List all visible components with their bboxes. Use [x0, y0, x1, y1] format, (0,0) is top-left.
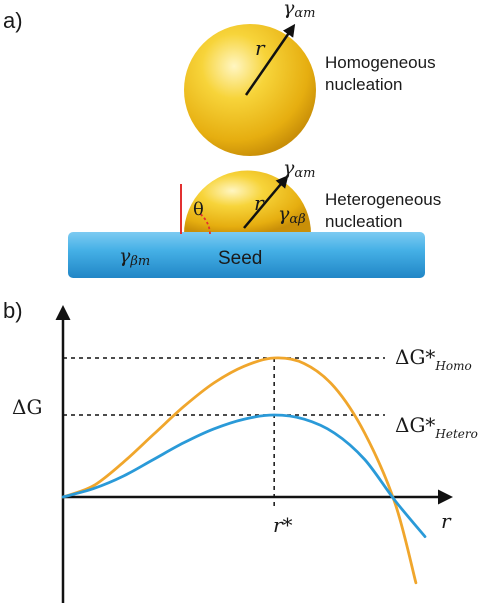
- homo-curve: [61, 356, 418, 585]
- heterogeneous-gamma-am: γαm: [283, 157, 315, 181]
- heterogeneous-gamma-ab: γαβ: [278, 203, 306, 227]
- energy-chart: ΔG r r* ΔG*Homo ΔG*Hetero: [12, 305, 478, 603]
- homogeneous-radius-label: r: [255, 36, 266, 60]
- heterogeneous-gamma-am-symbol: γ: [283, 157, 295, 179]
- heterogeneous-gamma-am-sub: αm: [294, 166, 315, 181]
- homo-peak-label-main: ΔG*: [395, 345, 435, 369]
- seed-gamma-symbol: γ: [119, 245, 131, 267]
- heterogeneous-caption-line2: nucleation: [325, 212, 403, 231]
- hetero-peak-label-main: ΔG*: [395, 413, 435, 437]
- seed-label: Seed: [218, 248, 262, 269]
- heterogeneous-gamma-ab-sub: αβ: [289, 212, 305, 227]
- seed-substrate: [68, 232, 425, 278]
- heterogeneous-radius-label: r: [254, 191, 265, 215]
- panel-b-label: b): [3, 298, 23, 323]
- heterogeneous-radius-arrow: [243, 175, 289, 229]
- homo-peak-label: ΔG*Homo: [395, 345, 472, 373]
- homogeneous-nucleus: r γαm Homogeneous nucleation: [184, 0, 436, 156]
- heterogeneous-caption-line1: Heterogeneous: [325, 190, 441, 209]
- hetero-peak-label-sub: Hetero: [434, 427, 477, 441]
- panel-a-label: a): [3, 8, 23, 33]
- seed-gamma-sub: βm: [129, 254, 150, 269]
- heterogeneous-gamma-ab-symbol: γ: [278, 203, 290, 225]
- hetero-peak-label: ΔG*Hetero: [395, 413, 478, 441]
- x-axis-label: r: [441, 509, 452, 533]
- homo-peak-label-sub: Homo: [434, 359, 471, 373]
- homogeneous-radius-arrow: [244, 23, 296, 96]
- homogeneous-caption-line2: nucleation: [325, 75, 403, 94]
- heterogeneous-nucleus: θ r γαm γαβ γβm Seed Heterogeneous nucle…: [68, 157, 441, 278]
- seed-gamma: γβm: [119, 245, 150, 269]
- r-star-label: r*: [273, 513, 293, 537]
- contact-angle-arc: [198, 212, 211, 235]
- y-axis-label: ΔG: [12, 395, 42, 419]
- homogeneous-gamma: γαm: [283, 0, 315, 21]
- homogeneous-caption-line1: Homogeneous: [325, 53, 436, 72]
- contact-angle-label: θ: [193, 199, 204, 220]
- homogeneous-gamma-sub: αm: [294, 6, 315, 21]
- hetero-curve: [61, 413, 427, 538]
- homogeneous-gamma-symbol: γ: [283, 0, 295, 19]
